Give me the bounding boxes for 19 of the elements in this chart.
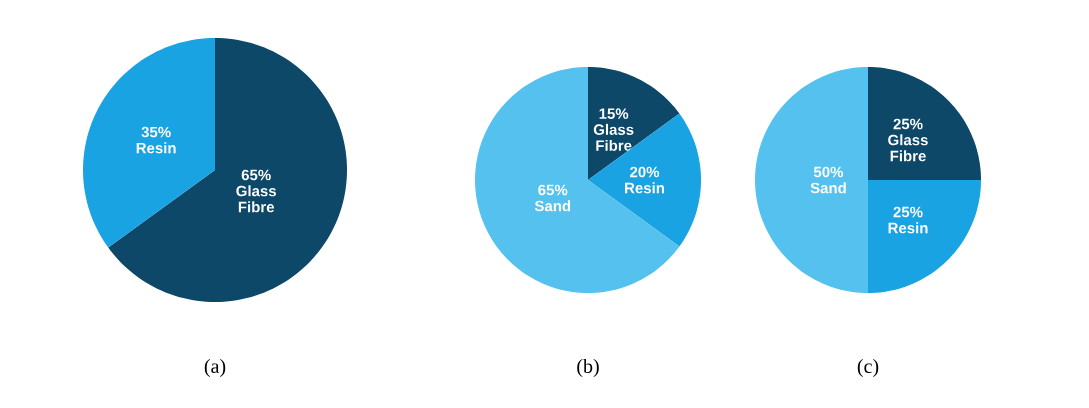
data-label: 25% bbox=[893, 118, 923, 130]
text: (c) bbox=[857, 358, 879, 378]
slice-label: Glass Fibre bbox=[593, 123, 634, 151]
slice-label: Resin bbox=[888, 222, 928, 234]
data-label: 15% bbox=[599, 108, 629, 119]
slice-label: Sand bbox=[534, 200, 571, 212]
data-label: 50% bbox=[813, 166, 844, 178]
data-label: 25% bbox=[893, 206, 923, 218]
slice-label: Sand bbox=[810, 182, 846, 194]
slice-label: Resin bbox=[136, 142, 176, 154]
slice-label: Glass Fibre bbox=[888, 134, 928, 162]
data-label: 35% bbox=[141, 126, 171, 138]
text: (b) bbox=[577, 358, 599, 378]
data-label: 65% bbox=[241, 169, 271, 181]
data-label: 20% bbox=[630, 166, 660, 178]
data-label: 65% bbox=[538, 184, 568, 196]
slice-label: Resin bbox=[625, 182, 664, 194]
slice-label: Glass Fibre bbox=[236, 185, 276, 213]
text: (a) bbox=[204, 358, 226, 378]
